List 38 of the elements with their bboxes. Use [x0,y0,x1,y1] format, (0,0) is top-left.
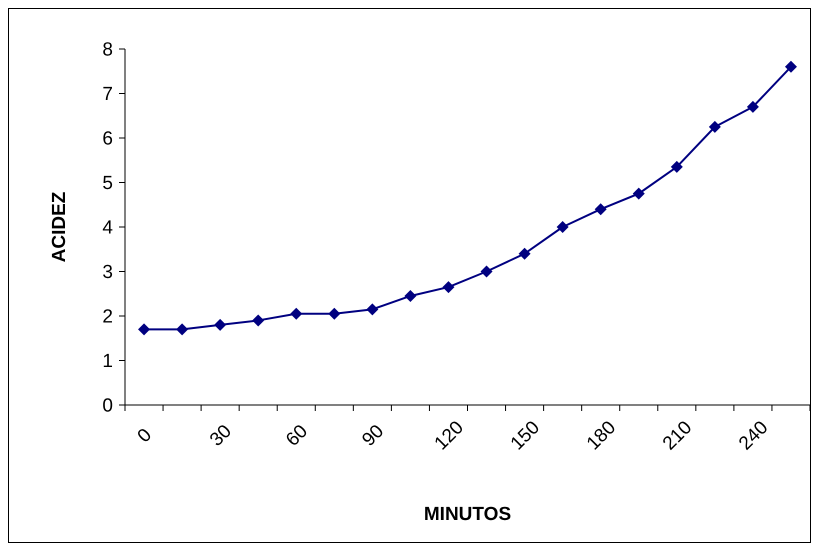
point [328,308,340,320]
point [404,290,416,302]
x-axis-title: MINUTOS [424,504,512,525]
y-tick-label: 8 [102,40,113,61]
y-tick-label: 4 [102,218,114,239]
y-tick-label: 0 [102,396,113,417]
x-tick-label: 0 [134,424,156,447]
x-tick-label: 180 [582,417,620,454]
point [480,266,493,278]
y-tick-label: 5 [102,173,113,194]
point [442,281,454,294]
point [784,60,797,73]
point [214,318,226,331]
x-tick-label: 90 [358,420,388,451]
x-tick-label: 120 [430,417,468,454]
point [708,120,721,133]
point [290,308,302,320]
x-tick-label: 30 [206,420,236,451]
point [252,314,264,326]
x-tick-label: 210 [658,417,696,454]
x-tick-label: 240 [735,417,772,454]
point [746,100,759,113]
x-tick-label: 150 [506,417,544,454]
y-tick-label: 7 [102,84,113,106]
point [518,248,531,260]
point [670,160,683,173]
point [632,188,645,200]
y-tick-label: 2 [102,306,113,328]
y-axis-title: ACIDEZ [49,191,70,262]
point [176,323,188,336]
y-tick-label: 1 [102,351,113,372]
point [556,221,569,233]
point [138,323,150,336]
y-tick-label: 3 [102,262,113,284]
point [594,203,607,216]
point [366,303,378,316]
y-tick-label: 6 [102,128,113,150]
x-tick-label: 60 [282,420,312,451]
